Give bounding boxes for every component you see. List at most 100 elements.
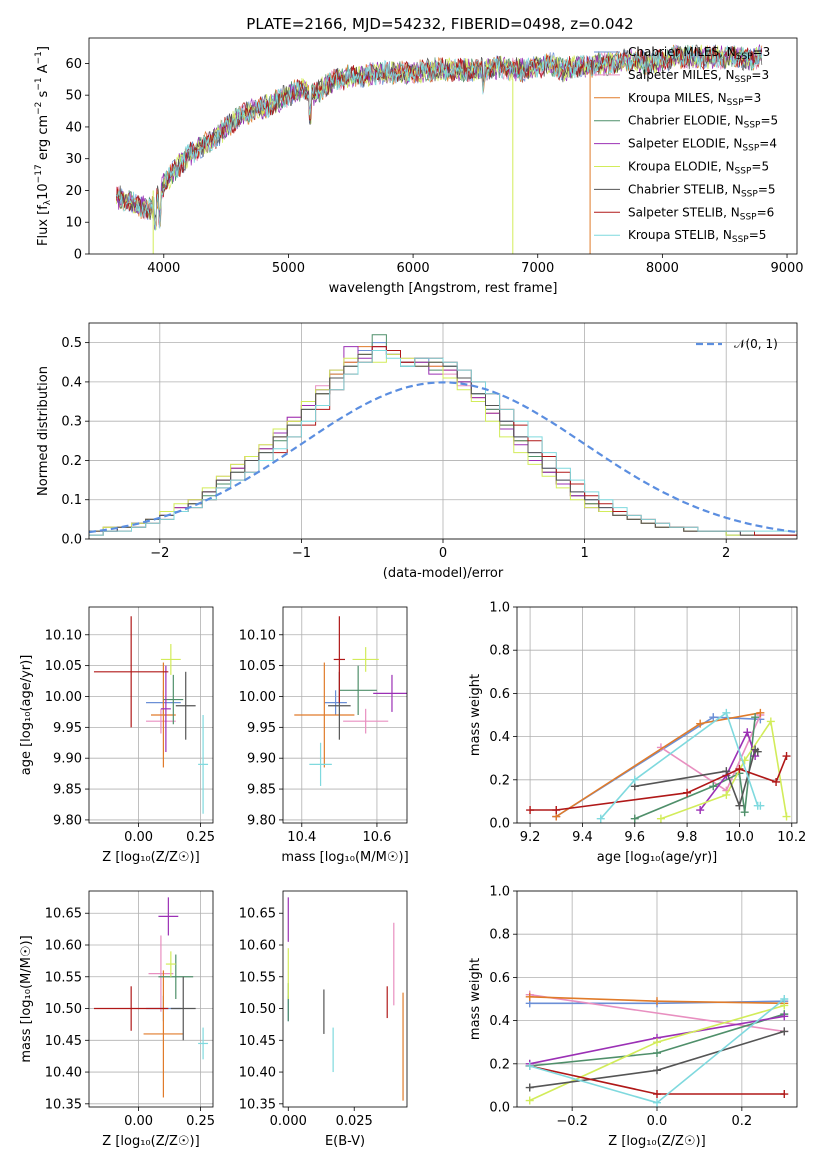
y-tick-label: 0.8 (489, 644, 510, 659)
errorbar-kroupa-elodie (160, 644, 181, 675)
errorbar-salpeter-stelib (93, 986, 169, 1031)
x-tick-label: 2 (722, 546, 730, 561)
weight-marker (709, 713, 718, 722)
x-tick-label: 5000 (272, 261, 305, 276)
weight-marker (630, 775, 639, 784)
weight-line-kroupa-stelib (596, 708, 765, 823)
y-tick-label: 9.80 (53, 813, 82, 828)
y-tick-label: 9.95 (247, 721, 276, 736)
y-tick-label: 0.5 (61, 336, 82, 351)
weight-marker (722, 790, 731, 799)
weight-marker (596, 814, 605, 823)
legend-entry-salpeter-miles: Salpeter MILES, NSSP=3 (628, 68, 769, 85)
errorbar-kroupa-stelib (309, 742, 332, 786)
y-tick-label: 10.55 (239, 970, 276, 985)
x-tick-label: 0.25 (186, 1114, 215, 1129)
weight-marker (753, 747, 762, 756)
weight-marker (780, 1090, 789, 1099)
y-tick-label: 1.0 (489, 885, 510, 900)
x-tick-label: 9.4 (572, 830, 593, 845)
spectrum-frame: 4000 5000 6000 7000 8000 9000 0 10 20 30 40 50 60 wav… (65, 37, 804, 296)
spectrum-legend: Chabrier MILES, NSSP=3 Salpeter MILES, NS… (594, 45, 778, 245)
y-tick-label: 10.45 (239, 1034, 276, 1049)
weight-marker (696, 806, 705, 815)
weight-line-salpeter-stelib (526, 752, 791, 815)
spectrum-ylabel: Flux [fλ10−17 erg cm−2 s−1 A−1] (34, 46, 53, 246)
residuals-ylabel: Normed distribution (36, 366, 51, 496)
x-tick-label: 1 (580, 546, 588, 561)
y-tick-label: 0 (74, 248, 82, 263)
errorbar-salpeter-elodie (158, 897, 179, 936)
x-tick-label: 0.0 (647, 1114, 668, 1129)
age-vs-mass-xlabel: mass [log₁₀(M/M☉)] (281, 850, 408, 865)
legend-entry-chabrier-stelib: Chabrier STELIB, NSSP=5 (628, 182, 776, 199)
x-tick-label: 10.2 (777, 830, 806, 845)
weight-marker (772, 777, 781, 786)
y-tick-label: 9.80 (247, 813, 276, 828)
y-tick-label: 9.95 (53, 721, 82, 736)
errorbar-salpeter-elodie (160, 665, 171, 753)
x-tick-label: 9.6 (624, 830, 645, 845)
weight-marker (735, 765, 744, 773)
legend-entry-gaussian: 𝒩(0, 1) (734, 337, 778, 351)
weight-vs-age-frame: 9.2 9.4 9.6 9.8 10.0 10.2 0.0 0.2 0.4 0.6 0.8 1.0 ag… (468, 601, 806, 866)
x-tick-label: −0.2 (556, 1114, 588, 1129)
x-tick-label: 0.00 (124, 830, 153, 845)
errorbar-chabrier-elodie (339, 665, 377, 715)
x-tick-label: 0.00 (124, 1114, 153, 1129)
weight-marker (656, 814, 665, 823)
weight-marker (722, 708, 731, 717)
weight-marker (751, 713, 760, 722)
plots: 4000 5000 6000 7000 8000 90000102030405060wav… (19, 37, 806, 1149)
y-tick-label: 10.65 (45, 907, 82, 922)
x-tick-label: −1 (292, 546, 311, 561)
weight-vs-age-xlabel: age [log₁₀(age/yr)] (597, 850, 718, 865)
x-tick-label: 9.2 (520, 830, 541, 845)
age-vs-mass-border (282, 606, 408, 824)
histogram-chabrier-stelib (89, 350, 797, 536)
y-tick-label: 9.85 (247, 783, 276, 798)
legend-entry-chabrier-miles: Chabrier MILES, NSSP=3 (628, 45, 770, 62)
x-tick-label: 4000 (147, 261, 180, 276)
weight-marker (780, 995, 789, 1003)
weight-vs-age-border (516, 606, 798, 824)
y-tick-label: 10.60 (239, 939, 276, 954)
weight-marker (722, 767, 731, 776)
mass-vs-z-axes (89, 891, 213, 1107)
weight-marker (653, 1090, 661, 1099)
errorbar-chabrier-stelib (175, 671, 196, 740)
y-tick-label: 0.4 (61, 375, 82, 390)
errorbar-salpeter-elodie (373, 674, 407, 712)
y-tick-label: 10.50 (45, 1002, 82, 1017)
x-tick-label: 10.6 (362, 830, 391, 845)
weight-marker (780, 1012, 789, 1021)
weight-marker (683, 788, 692, 797)
y-tick-label: 60 (65, 57, 82, 72)
weight-marker (743, 728, 752, 737)
y-tick-label: 50 (65, 89, 82, 104)
y-tick-label: 9.90 (53, 752, 82, 767)
y-tick-label: 30 (65, 152, 82, 167)
y-tick-label: 0.3 (61, 415, 82, 430)
residual-histograms (89, 334, 797, 536)
x-tick-label: 7000 (521, 261, 554, 276)
legend-entry-salpeter-stelib: Salpeter STELIB, NSSP=6 (628, 205, 774, 222)
errorbar-salpeter-miles (343, 708, 389, 734)
age-vs-z-axes (89, 607, 213, 823)
weight-line-kroupa-miles (552, 708, 765, 821)
y-tick-label: 40 (65, 120, 82, 135)
residuals-legend: 𝒩(0, 1) (696, 337, 778, 351)
mass-vs-z-xlabel: Z [log₁₀(Z/Z☉)] (102, 1134, 199, 1149)
weight-marker (740, 808, 749, 817)
weight-marker (552, 806, 561, 815)
weight-vs-z-ylabel: mass weight (468, 958, 483, 1040)
mass-vs-z-ylabel: mass [log₁₀(M/M☉)] (19, 935, 34, 1062)
spectrum-xlabel: wavelength [Angstrom, rest frame] (329, 281, 558, 296)
legend-entry-kroupa-stelib: Kroupa STELIB, NSSP=5 (628, 228, 766, 245)
y-tick-label: 0.0 (489, 817, 510, 832)
weight-marker (756, 708, 765, 717)
spectrum-line-kroupa-stelib (116, 45, 763, 231)
weight-marker (653, 1098, 661, 1107)
figure-title: PLATE=2166, MJD=54232, FIBERID=0498, z=0… (246, 15, 633, 33)
y-tick-label: 9.85 (53, 783, 82, 798)
